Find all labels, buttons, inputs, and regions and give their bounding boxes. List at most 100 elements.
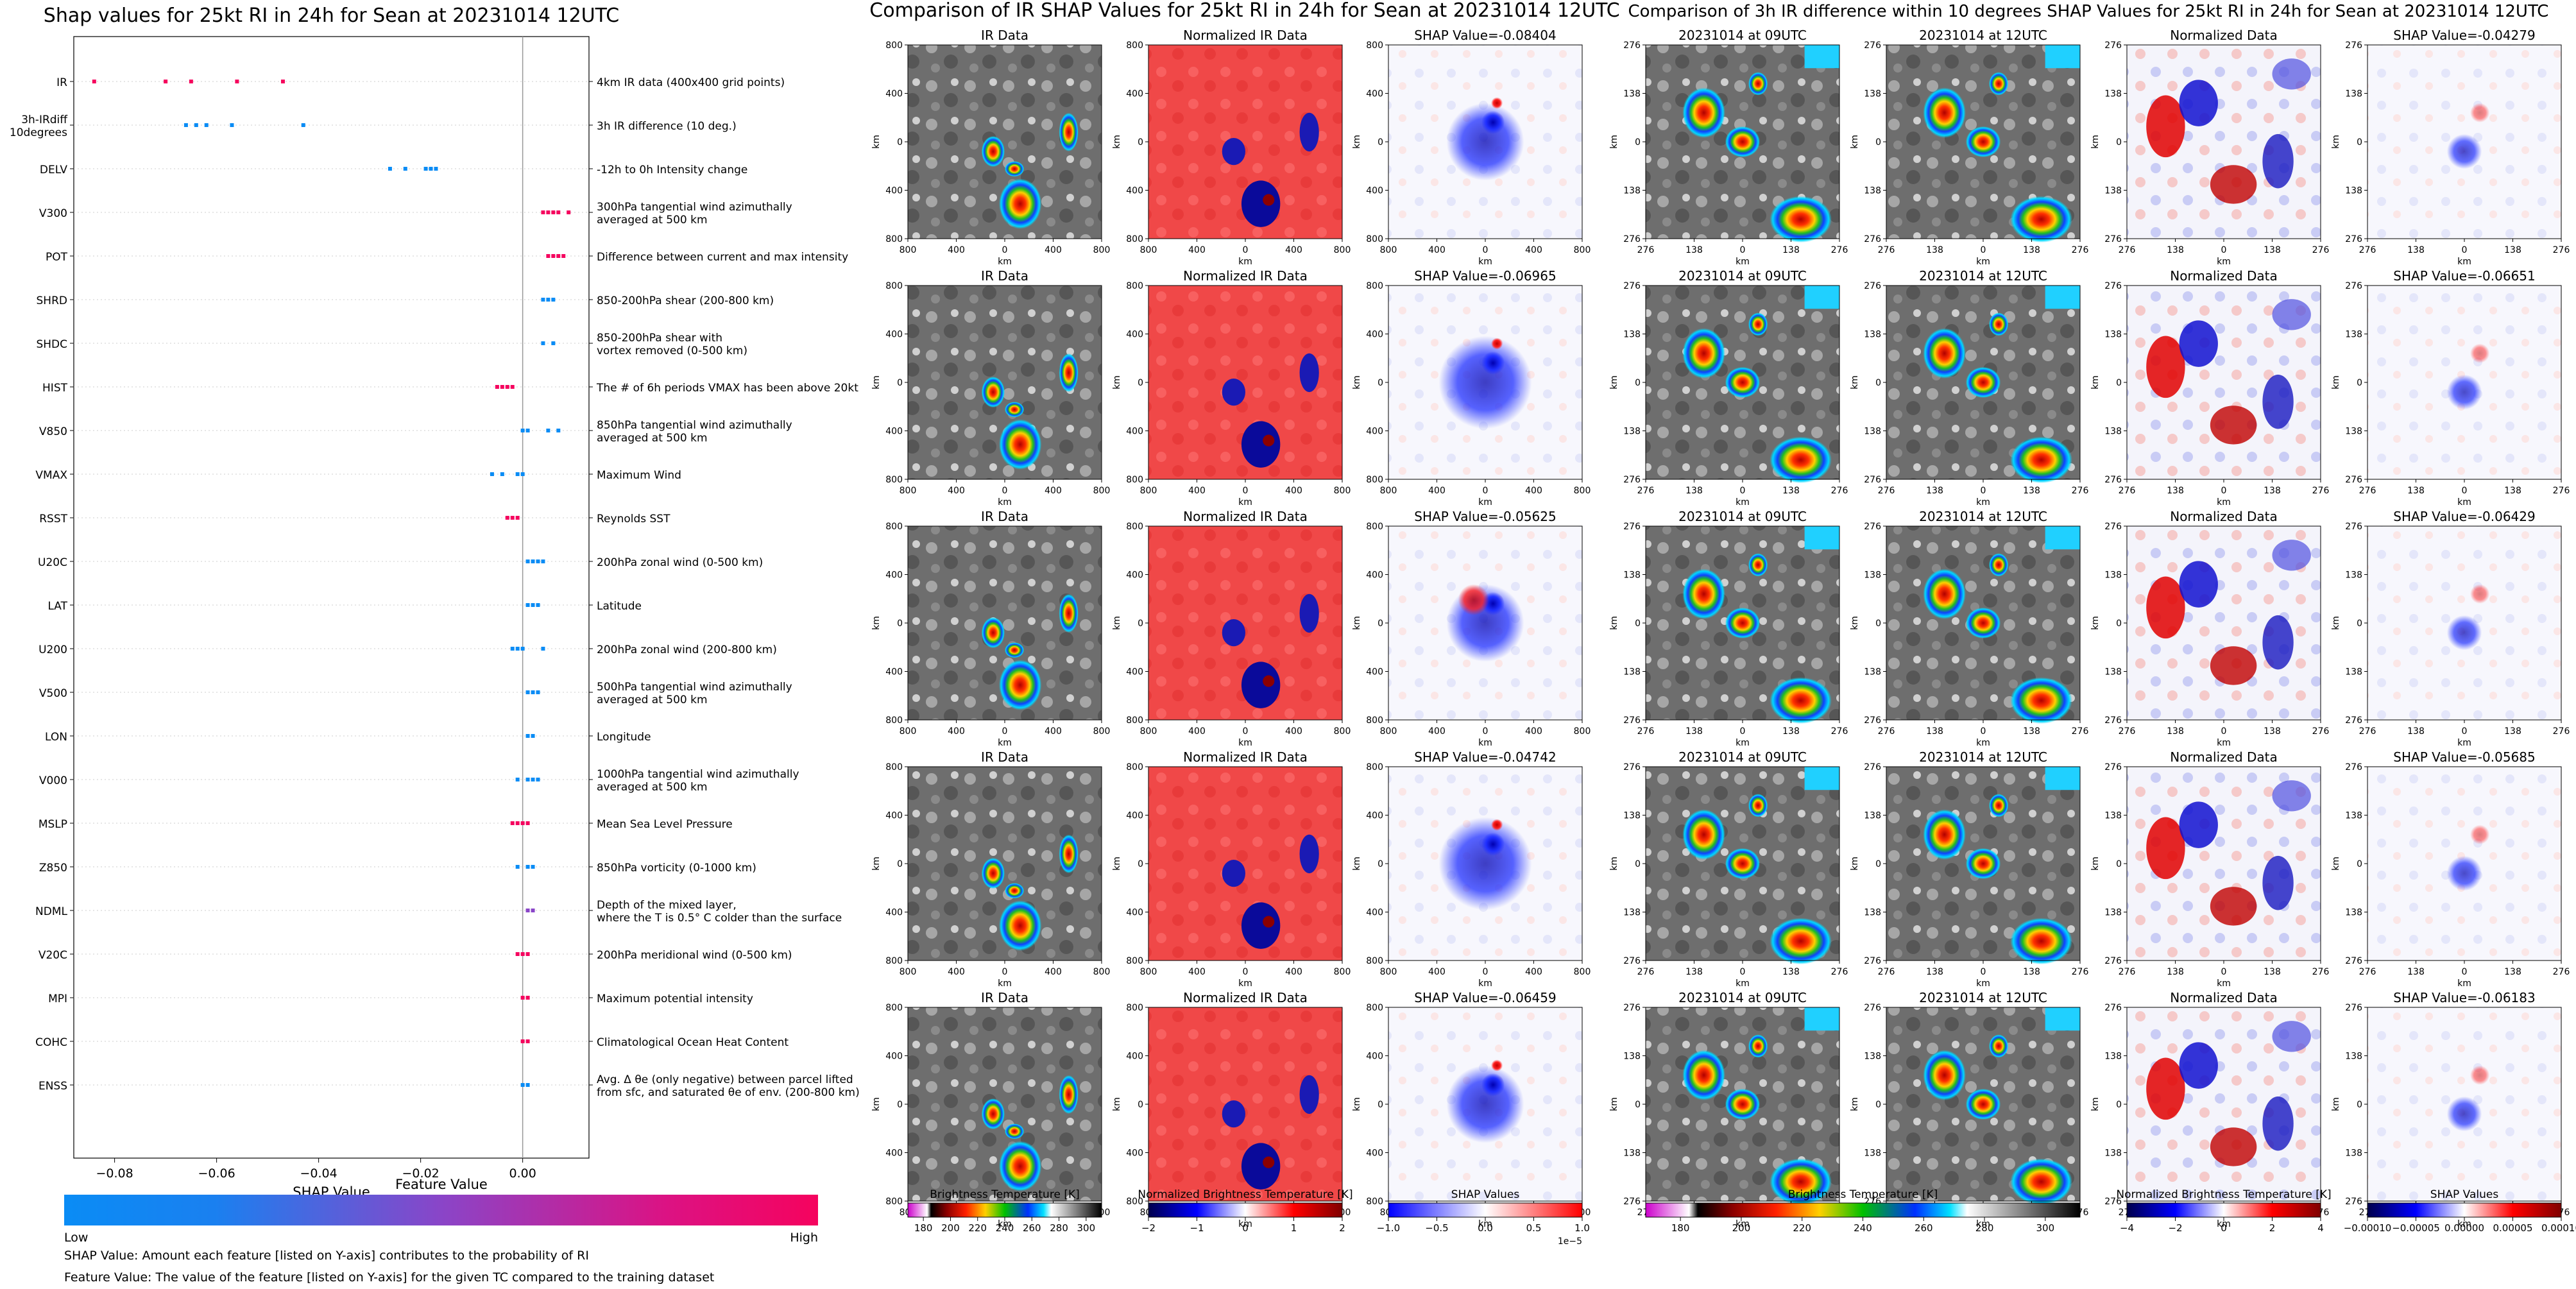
x-tick-label: 276 <box>1637 967 1655 977</box>
subplot-title: SHAP Value=-0.08404 <box>1414 28 1556 43</box>
storm-eye <box>981 617 1005 649</box>
x-tick-label: 276 <box>1831 245 1848 255</box>
subplot-title: Normalized IR Data <box>1183 990 1308 1005</box>
y-tick-label: 138 <box>2104 186 2122 196</box>
x-tick-label: 276 <box>1831 967 1848 977</box>
x-axis-label: km <box>998 738 1012 748</box>
x-tick-label: 400 <box>1525 967 1542 977</box>
subplot-title: Normalized Data <box>2170 990 2278 1005</box>
colorbar-label: SHAP Values <box>1451 1188 1520 1201</box>
y-tick-label: 400 <box>1366 186 1383 196</box>
y-tick-label: 276 <box>2345 1197 2362 1207</box>
feature-description: Avg. Δ θe (only negative) between parcel… <box>597 1073 860 1099</box>
y-axis-label: km <box>1609 616 1619 630</box>
feature-name: U200 <box>38 644 67 656</box>
x-tick-label: 0 <box>2221 486 2227 496</box>
y-tick-label: 138 <box>2345 186 2362 196</box>
subplot-title: SHAP Value=-0.06459 <box>1414 990 1556 1005</box>
y-axis-label: km <box>1352 616 1362 630</box>
colorbar-tick-label: 180 <box>914 1222 933 1234</box>
y-axis-label: km <box>871 857 882 871</box>
feature-description: 850-200hPa shear with vortex removed (0-5… <box>597 332 747 357</box>
colorbar-tick-label: 240 <box>996 1222 1014 1234</box>
x-tick-label: 138 <box>2167 245 2184 255</box>
shap-positive <box>1491 337 1503 350</box>
x-tick-label: 0 <box>2221 245 2227 255</box>
feature-value-colorbar <box>64 1195 818 1225</box>
warm-core <box>1263 194 1275 206</box>
shap-point <box>531 734 535 738</box>
y-tick-label: 276 <box>1623 762 1641 773</box>
x-tick-label: 276 <box>2312 486 2330 496</box>
feature-name: POT <box>46 251 68 264</box>
x-tick-label: 276 <box>2359 245 2376 255</box>
colorbar-tick-label: 4 <box>2317 1222 2324 1234</box>
y-tick-label: 276 <box>2104 522 2122 532</box>
shap-point <box>525 690 530 694</box>
feature-name: ENSS <box>38 1080 67 1093</box>
feature-name: RSST <box>39 513 67 525</box>
storm-band <box>1989 794 2009 817</box>
y-tick-label: 800 <box>1366 956 1383 966</box>
x-tick-label: 138 <box>2023 726 2040 737</box>
x-tick-label: 276 <box>1831 486 1848 496</box>
cold-region <box>1222 137 1245 166</box>
y-axis-label: km <box>2090 375 2101 389</box>
x-tick-label: 138 <box>2407 726 2425 737</box>
y-tick-label: 0 <box>1875 137 1881 148</box>
feature-description: Climatological Ocean Heat Content <box>597 1036 789 1049</box>
shap-point <box>92 80 96 83</box>
x-tick-label: 800 <box>1140 245 1157 255</box>
feature-description: -12h to 0h Intensity change <box>597 164 747 176</box>
feature-description: 1000hPa tangential wind azimuthally avera… <box>597 768 799 794</box>
y-tick-label: 276 <box>1623 1003 1641 1013</box>
colorbar <box>907 1202 1102 1218</box>
storm-cluster <box>998 900 1042 951</box>
y-tick-label: 0 <box>1138 619 1143 629</box>
x-tick-label: 400 <box>1285 726 1302 737</box>
x-tick-label: 138 <box>2504 245 2521 255</box>
cooling <box>2272 1021 2311 1052</box>
x-tick-label: 400 <box>1428 726 1446 737</box>
y-tick-label: 138 <box>2345 667 2362 678</box>
storm-band <box>2010 918 2072 965</box>
y-tick-label: 138 <box>1623 330 1641 340</box>
shap-positive <box>2470 1065 2490 1085</box>
y-axis-label: km <box>1609 1097 1619 1111</box>
x-tick-label: 138 <box>2504 486 2521 496</box>
cooling <box>2179 320 2218 367</box>
shap-point <box>525 1083 530 1087</box>
y-axis-label: km <box>1850 135 1860 149</box>
x-tick-label: 276 <box>2119 967 2136 977</box>
x-tick-label: −0.06 <box>198 1166 235 1181</box>
x-tick-label: 400 <box>1188 486 1206 496</box>
y-axis-label: km <box>1850 616 1860 630</box>
y-axis-label: km <box>1112 375 1122 389</box>
feature-name: Z850 <box>39 862 67 875</box>
x-axis-label: km <box>1478 1219 1492 1229</box>
y-tick-label: 138 <box>1623 186 1641 196</box>
y-tick-label: 138 <box>1864 667 1881 678</box>
x-tick-label: 138 <box>1926 967 1943 977</box>
legend-low-label: Low <box>64 1231 88 1245</box>
y-tick-label: 138 <box>2345 908 2362 918</box>
x-tick-label: 400 <box>1188 967 1206 977</box>
y-tick-label: 276 <box>1623 475 1641 485</box>
x-axis-label: km <box>998 1219 1012 1229</box>
feature-description: 300hPa tangential wind azimuthally averag… <box>597 201 792 226</box>
feature-name: VMAX <box>35 469 67 482</box>
x-tick-label: 800 <box>1093 486 1111 496</box>
y-tick-label: 0 <box>1378 619 1383 629</box>
x-tick-label: 800 <box>1140 726 1157 737</box>
shap-point <box>525 559 530 563</box>
x-tick-label: 138 <box>1782 245 1800 255</box>
x-tick-label: 400 <box>948 726 965 737</box>
warm-core <box>1263 675 1275 687</box>
y-tick-label: 276 <box>2104 715 2122 726</box>
y-tick-label: 138 <box>2345 570 2362 581</box>
cold-region <box>1222 1100 1245 1128</box>
y-tick-label: 400 <box>1126 186 1143 196</box>
feature-name: SHRD <box>37 295 67 307</box>
y-axis-label: km <box>1609 857 1619 871</box>
